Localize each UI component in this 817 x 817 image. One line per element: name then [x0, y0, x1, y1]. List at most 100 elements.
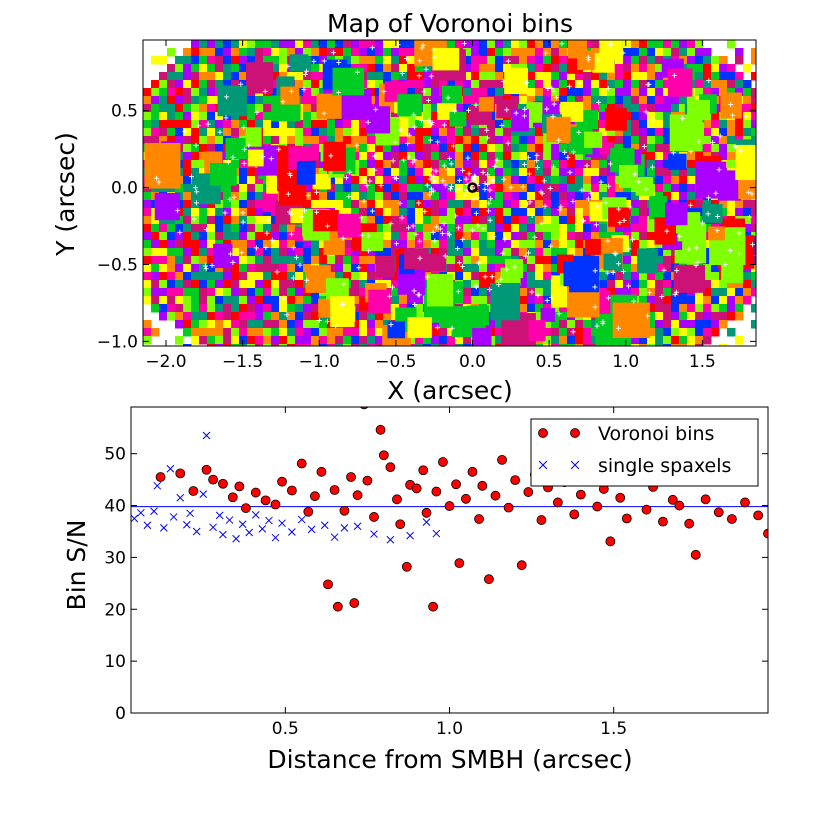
- map-x-tick: −1.0: [299, 40, 340, 372]
- voronoi-bin-cell: [527, 296, 536, 305]
- voronoi-bin-cell: [471, 280, 480, 289]
- voronoi-bin-cell: [407, 184, 416, 193]
- voronoi-bin-cell: [295, 344, 304, 346]
- voronoi-bin-cell: [207, 208, 216, 217]
- voronoi-bin-cell: [479, 216, 488, 225]
- voronoi-bin-cell: [655, 280, 664, 289]
- single-spaxel-point: [271, 533, 280, 542]
- voronoi-bin-cell: [351, 296, 360, 305]
- map-y-tick-label: 0.0: [111, 179, 138, 199]
- bin-centroid-marker: [736, 230, 742, 236]
- voronoi-bin-cell: [647, 152, 656, 161]
- voronoi-bin-cell: [271, 312, 280, 321]
- voronoi-bin-point: [362, 475, 373, 486]
- voronoi-bin-cell: [279, 128, 288, 137]
- bin-centroid-marker: [405, 225, 411, 231]
- voronoi-bin-cell: [279, 224, 288, 233]
- bin-centroid-marker: [406, 132, 412, 138]
- bin-centroid-marker: [649, 164, 655, 170]
- voronoi-bin-cell: [143, 224, 152, 233]
- bin-centroid-marker: [354, 142, 360, 148]
- voronoi-bin-cell: [231, 128, 240, 137]
- voronoi-bin-cell: [207, 72, 216, 81]
- voronoi-bin-cell: [535, 88, 544, 97]
- voronoi-bin-cell: [335, 264, 344, 273]
- voronoi-bin-cell: [415, 80, 424, 89]
- voronoi-bin-cell: [151, 280, 160, 289]
- voronoi-bin-cell: [271, 344, 280, 346]
- voronoi-bin-cell: [303, 312, 312, 321]
- voronoi-bin-cell: [559, 56, 568, 65]
- voronoi-bin-cell: [431, 168, 440, 177]
- map-x-tick: −2.0: [145, 40, 187, 372]
- voronoi-bin-cell: [223, 288, 232, 297]
- bin-centroid-marker: [548, 294, 554, 300]
- voronoi-bin-cell: [447, 232, 456, 241]
- voronoi-bin-cell: [223, 296, 232, 305]
- bin-centroid-marker: [412, 157, 418, 163]
- voronoi-bin-cell: [279, 56, 288, 65]
- voronoi-bin-cell: [367, 168, 376, 177]
- voronoi-bin-cell: [335, 336, 344, 345]
- voronoi-bin-point: [451, 479, 461, 490]
- voronoi-bin-cell: [359, 280, 368, 289]
- voronoi-bin-point: [490, 490, 501, 501]
- bin-centroid-marker: [405, 141, 411, 147]
- voronoi-bin-cell: [655, 88, 664, 97]
- bin-centroid-marker: [314, 189, 320, 195]
- voronoi-bin-cell: [271, 56, 280, 65]
- voronoi-bin-cell: [447, 256, 456, 265]
- voronoi-bin-cell: [551, 72, 560, 81]
- bin-centroid-marker: [543, 50, 549, 56]
- voronoi-bin-cell: [511, 40, 520, 49]
- voronoi-bin-cell: [511, 232, 520, 241]
- voronoi-bin-cell: [479, 40, 488, 49]
- bin-centroid-marker: [650, 117, 656, 123]
- map-x-tick-label: 1.5: [689, 352, 716, 372]
- voronoi-bin-cell: [303, 136, 312, 145]
- voronoi-bin-cell: [191, 280, 200, 289]
- voronoi-bin-cell: [231, 80, 240, 89]
- bin-centroid-marker: [551, 101, 557, 107]
- voronoi-bin-cell: [535, 152, 544, 161]
- voronoi-bin-cell: [647, 272, 656, 281]
- voronoi-bin-cell: [311, 320, 320, 329]
- voronoi-bin-cell: [567, 184, 576, 193]
- single-spaxel-point: [238, 520, 247, 529]
- voronoi-bin-point: [227, 492, 238, 503]
- voronoi-bin-cell: [215, 48, 224, 57]
- voronoi-bin-cell: [679, 104, 688, 113]
- voronoi-bin-point: [438, 457, 448, 467]
- voronoi-bin-cell: [679, 96, 688, 105]
- voronoi-bin-cell: [263, 232, 272, 241]
- voronoi-bin-cell: [479, 208, 488, 217]
- voronoi-bin-cell: [247, 192, 256, 201]
- bin-centroid-marker: [224, 94, 230, 100]
- voronoi-bin-cell: [631, 120, 640, 129]
- voronoi-bin-cell: [591, 184, 600, 193]
- voronoi-bin-cell: [527, 264, 536, 273]
- voronoi-bin-point: [378, 450, 389, 461]
- voronoi-bin-cell: [303, 240, 312, 249]
- voronoi-bin-cell: [647, 120, 656, 129]
- bin-centroid-marker: [263, 245, 269, 251]
- voronoi-bin-cell: [335, 128, 344, 137]
- voronoi-bin-cell: [199, 336, 208, 345]
- voronoi-bin-cell: [391, 184, 400, 193]
- voronoi-bin-cell: [575, 88, 584, 97]
- voronoi-bin-cell: [351, 336, 360, 345]
- voronoi-bin-cell: [439, 144, 448, 153]
- bin-centroid-marker: [616, 261, 622, 267]
- voronoi-bin-cell: [655, 64, 664, 73]
- voronoi-bin-cell: [623, 128, 632, 137]
- voronoi-bin-cell: [239, 304, 248, 313]
- voronoi-bin-cell: [567, 88, 576, 97]
- voronoi-bin-cell: [535, 256, 544, 265]
- voronoi-bin-cell: [303, 320, 312, 329]
- voronoi-bin-cell: [631, 40, 640, 49]
- single-spaxel-markers: [131, 431, 441, 544]
- voronoi-bin-cell: [327, 328, 336, 337]
- scatter-y-tick-label: 10: [104, 652, 126, 672]
- voronoi-bin-cell: [472, 328, 492, 346]
- voronoi-bin-cell: [495, 256, 504, 265]
